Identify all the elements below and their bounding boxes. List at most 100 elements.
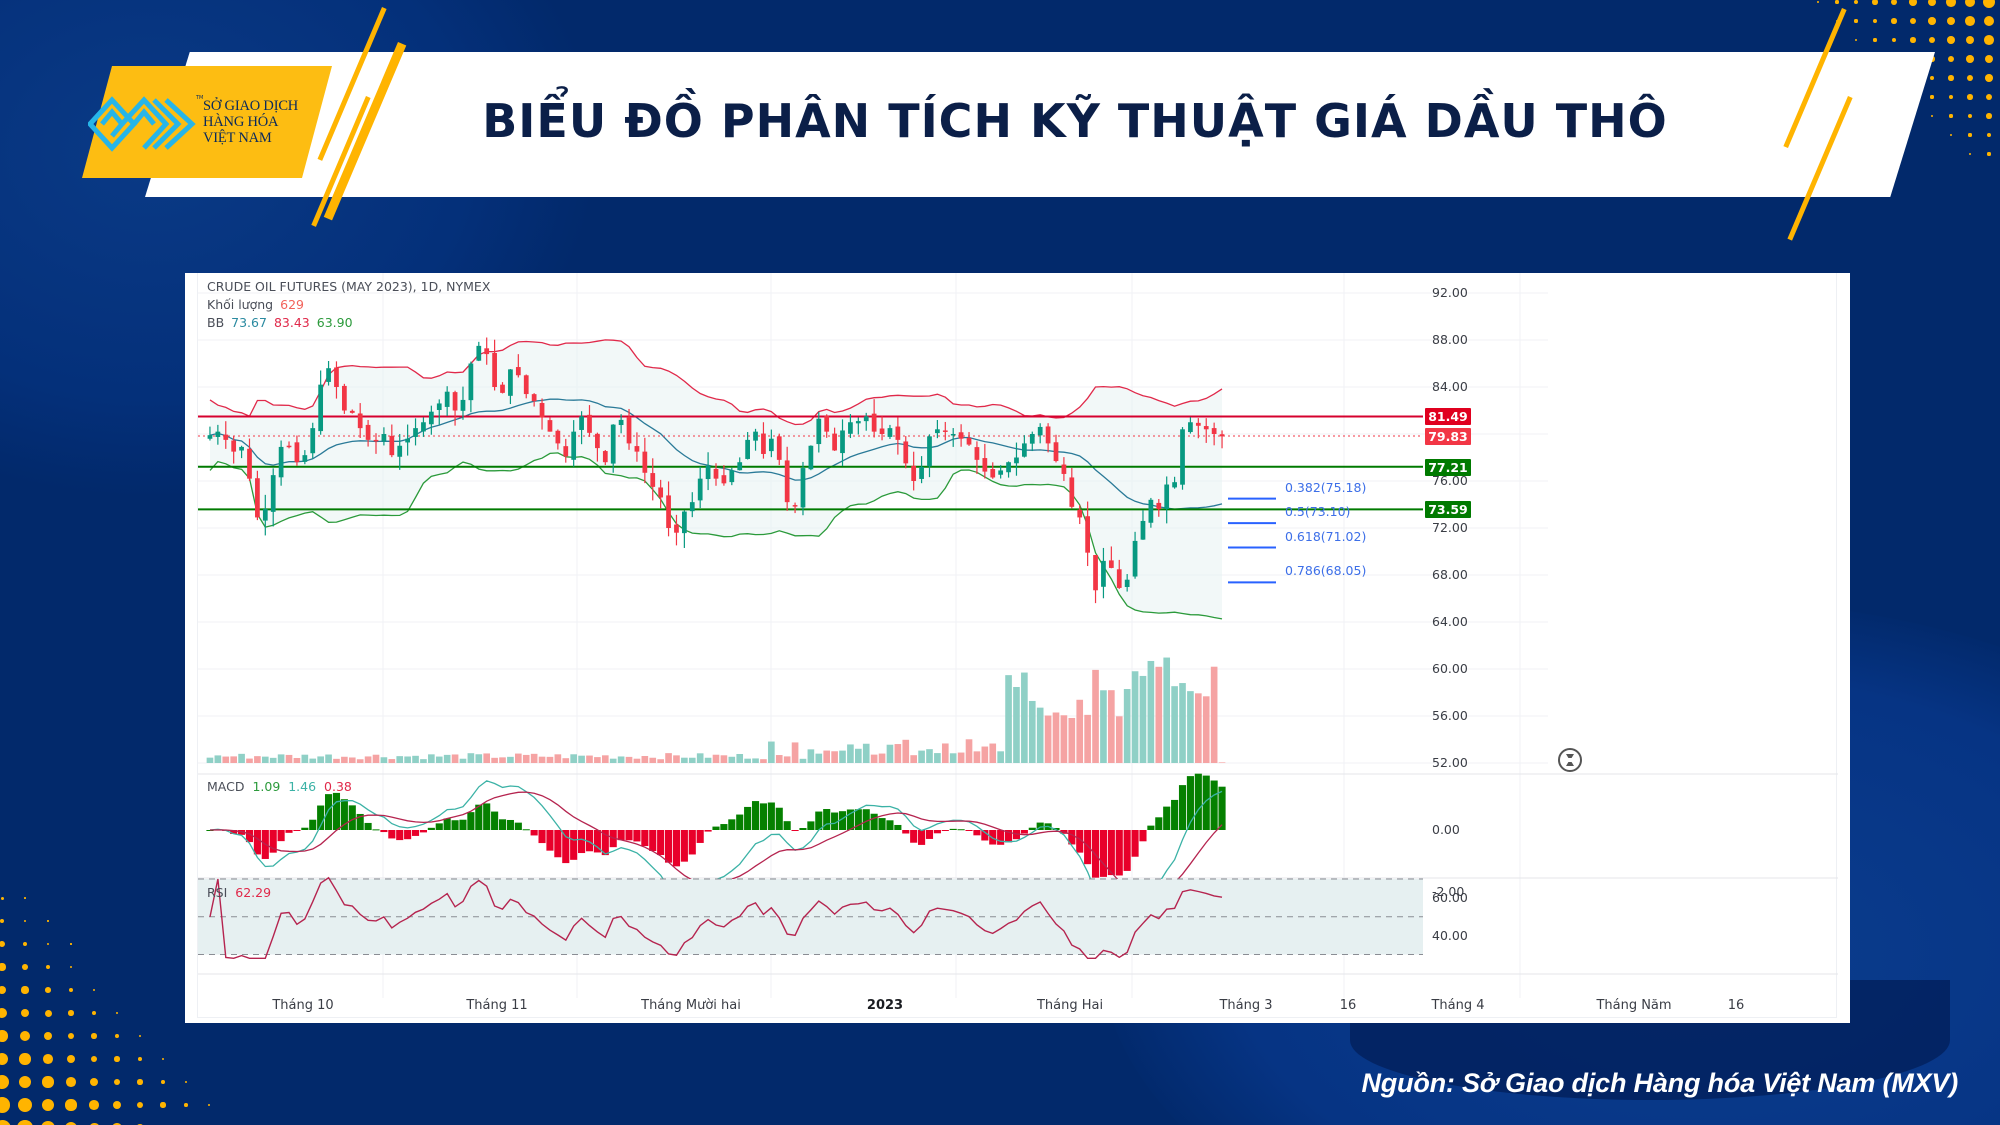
dot bbox=[88, 1122, 100, 1125]
dot bbox=[67, 1032, 75, 1040]
candle-body bbox=[595, 433, 600, 449]
macd-histogram-bar bbox=[546, 830, 554, 851]
volume-bar bbox=[499, 757, 506, 763]
macd-histogram-bar bbox=[277, 830, 285, 842]
macd-histogram-bar bbox=[1099, 830, 1107, 877]
volume-bar bbox=[657, 759, 664, 763]
dot bbox=[41, 1121, 55, 1125]
bb-lower-line bbox=[209, 452, 1223, 620]
macd-histogram-bar bbox=[641, 830, 649, 847]
logo-trademark: TM bbox=[196, 95, 204, 101]
candle-body bbox=[357, 413, 363, 429]
volume-bar bbox=[483, 753, 491, 763]
page-title: BIỂU ĐỒ PHÂN TÍCH KỸ THUẬT GIÁ DẦU THÔ bbox=[482, 94, 1668, 148]
volume-bar bbox=[586, 755, 593, 763]
macd-histogram-bar bbox=[957, 829, 965, 831]
macd-histogram-bar bbox=[910, 830, 918, 843]
macd-histogram-bar bbox=[672, 830, 681, 867]
dot bbox=[1986, 113, 1992, 119]
candle-body bbox=[737, 462, 743, 471]
candle-body bbox=[413, 428, 418, 437]
volume-bar bbox=[420, 759, 427, 763]
dot bbox=[43, 1031, 53, 1041]
volume-bar bbox=[1123, 689, 1131, 763]
candle-body bbox=[871, 413, 877, 432]
dot bbox=[45, 987, 51, 993]
macd-histogram-bar bbox=[1028, 827, 1036, 830]
volume-bar bbox=[1179, 683, 1186, 763]
macd-histogram-bar bbox=[965, 830, 973, 831]
macd-histogram-bar bbox=[514, 822, 522, 830]
dot bbox=[1947, 55, 1955, 63]
dot bbox=[0, 1097, 10, 1113]
volume-bar bbox=[206, 757, 214, 763]
volume-bar bbox=[309, 758, 317, 763]
macd-histogram-bar bbox=[554, 830, 562, 858]
dot bbox=[161, 1080, 165, 1084]
macd-histogram-bar bbox=[744, 806, 752, 830]
rsi-axis-label: 60.00 bbox=[1432, 889, 1468, 905]
macd-histogram-bar bbox=[775, 807, 783, 830]
volume-bar bbox=[760, 759, 767, 763]
time-axis-label: 16 bbox=[1727, 998, 1745, 1013]
candle-body bbox=[1029, 434, 1035, 444]
dot bbox=[184, 1080, 188, 1084]
dot bbox=[1930, 114, 1934, 118]
volume-bar bbox=[625, 756, 633, 763]
dot bbox=[0, 1030, 8, 1042]
macd-histogram-bar bbox=[411, 830, 420, 836]
candle-body bbox=[539, 403, 545, 418]
dot bbox=[138, 1057, 142, 1061]
price-axis-label: 60.00 bbox=[1432, 661, 1468, 676]
dot bbox=[138, 1034, 142, 1038]
macd-histogram-bar bbox=[1115, 830, 1123, 876]
candle-body bbox=[895, 426, 901, 440]
dot bbox=[20, 1008, 30, 1018]
macd-histogram-bar bbox=[918, 830, 926, 845]
dot bbox=[184, 1103, 188, 1107]
candle-body bbox=[231, 440, 237, 452]
candle-body bbox=[848, 422, 853, 434]
fib-level-label: 0.618(71.02) bbox=[1285, 528, 1367, 544]
macd-histogram-bar bbox=[1202, 775, 1210, 830]
volume-bar bbox=[388, 759, 396, 763]
volume-bar bbox=[609, 758, 617, 763]
candle-body bbox=[745, 439, 750, 459]
macd-histogram-bar bbox=[625, 830, 633, 841]
hourglass-icon[interactable] bbox=[1558, 748, 1582, 772]
volume-bar bbox=[617, 756, 625, 763]
time-axis-label: Tháng 10 bbox=[272, 998, 334, 1013]
candlestick-chart[interactable] bbox=[188, 273, 1838, 1018]
candle-body bbox=[832, 433, 837, 451]
candle-body bbox=[365, 424, 371, 440]
dot bbox=[1984, 35, 1994, 45]
dot bbox=[1872, 0, 1878, 5]
candle-body bbox=[1093, 555, 1098, 591]
candle-body bbox=[1061, 464, 1067, 474]
volume-bar bbox=[451, 754, 459, 763]
dot bbox=[1835, 0, 1839, 4]
macd-histogram-bar bbox=[498, 819, 507, 830]
candle-body bbox=[1188, 422, 1193, 433]
macd-histogram-bar bbox=[285, 830, 293, 833]
volume-bar bbox=[855, 748, 862, 763]
candle-body bbox=[792, 505, 798, 507]
dot bbox=[47, 920, 49, 922]
rsi-label: RSI bbox=[207, 885, 228, 900]
volume-bar bbox=[807, 749, 815, 763]
candle-body bbox=[381, 434, 387, 442]
volume-bar bbox=[673, 755, 680, 763]
dot bbox=[1968, 152, 1972, 156]
macd-histogram-bar bbox=[435, 823, 443, 830]
dot bbox=[65, 1099, 77, 1111]
candle-body bbox=[239, 446, 244, 451]
macd-histogram-bar bbox=[427, 827, 435, 830]
volume-bar bbox=[578, 755, 585, 763]
candle-body bbox=[523, 375, 529, 395]
dot bbox=[1873, 38, 1877, 42]
candle-body bbox=[484, 348, 490, 355]
volume-bar bbox=[285, 754, 293, 763]
candle-body bbox=[500, 384, 505, 393]
candle-body bbox=[990, 469, 996, 478]
candle-body bbox=[1172, 482, 1177, 488]
